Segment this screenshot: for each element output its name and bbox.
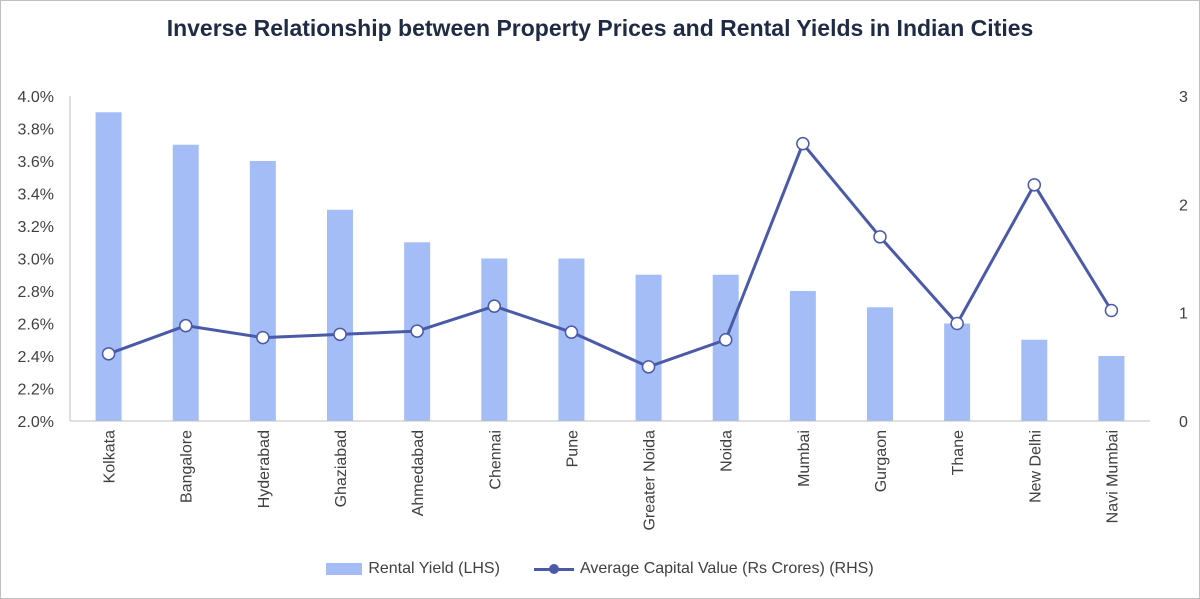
left-tick-label: 2.6% xyxy=(18,317,54,334)
x-label-mumbai: Mumbai xyxy=(796,430,813,487)
x-label-chennai: Chennai xyxy=(487,430,504,490)
x-label-ghaziabad: Ghaziabad xyxy=(333,430,350,507)
x-label-kolkata: Kolkata xyxy=(102,430,119,483)
legend-swatch-line xyxy=(533,563,574,575)
line-series xyxy=(101,136,1119,374)
right-tick-label: 2 xyxy=(1179,197,1188,214)
x-label-bangalore: Bangalore xyxy=(179,430,196,503)
left-tick-label: 2.4% xyxy=(18,349,54,366)
point-thane xyxy=(950,316,964,331)
point-ghaziabad xyxy=(333,327,347,342)
right-tick-label: 0 xyxy=(1179,414,1188,431)
bar-noida xyxy=(712,274,739,421)
bar-series xyxy=(95,112,1125,421)
x-label-pune: Pune xyxy=(564,430,581,467)
point-ahmedabad xyxy=(410,324,424,338)
point-hyderabad xyxy=(256,330,270,345)
x-label-greater-noida: Greater Noida xyxy=(642,430,659,531)
left-tick-label: 2.2% xyxy=(18,382,54,399)
x-axis-labels: Kolkata Bangalore Hyderabad Ghaziabad Ahmeda… xyxy=(102,430,1122,531)
bar-new-delhi xyxy=(1021,339,1048,421)
bar-mumbai xyxy=(789,291,816,421)
left-tick-label: 3.2% xyxy=(18,219,54,236)
point-chennai xyxy=(487,299,502,313)
bar-hyderabad xyxy=(249,161,276,421)
bar-kolkata xyxy=(95,112,122,421)
chart-title: Inverse Relationship between Property Pr… xyxy=(166,15,1034,41)
bar-gurgaon xyxy=(867,307,893,421)
bar-bangalore xyxy=(172,144,199,421)
right-tick-label: 3 xyxy=(1179,89,1188,106)
left-tick-label: 4.0% xyxy=(18,89,54,106)
bar-thane xyxy=(944,323,971,421)
legend-label-capital-value: Average Capital Value (Rs Crores) (RHS) xyxy=(579,560,874,577)
x-label-gurgaon: Gurgaon xyxy=(873,430,890,492)
point-mumbai xyxy=(796,136,810,151)
legend-label-rental-yield: Rental Yield (LHS) xyxy=(368,560,500,577)
point-bangalore xyxy=(178,318,193,333)
left-tick-label: 3.8% xyxy=(18,122,54,139)
capital-value-line xyxy=(108,142,1113,369)
chart-plot: 2.0% 2.2% 2.4% 2.6% 2.8% 3.0% 3.2% 3.4% 3.6% 3.8%… xyxy=(18,89,1188,531)
x-label-new-delhi: New Delhi xyxy=(1027,430,1044,503)
point-greater-noida xyxy=(641,360,656,374)
left-tick-label: 2.8% xyxy=(18,284,54,301)
x-label-navi-mumbai: Navi Mumbai xyxy=(1104,430,1121,523)
point-gurgaon xyxy=(873,230,887,244)
x-label-hyderabad: Hyderabad xyxy=(256,430,273,508)
left-axis-ticks: 2.0% 2.2% 2.4% 2.6% 2.8% 3.0% 3.2% 3.4% 3.6% 3.8%… xyxy=(18,89,54,431)
legend: Rental Yield (LHS) Average Capital Value… xyxy=(0,560,1200,578)
bar-chennai xyxy=(481,258,508,421)
left-tick-label: 3.6% xyxy=(18,154,54,171)
left-tick-label: 3.0% xyxy=(18,252,54,269)
legend-item-rental-yield: Rental Yield (LHS) xyxy=(326,560,500,578)
bar-navi-mumbai xyxy=(1098,356,1125,421)
bar-greater-noida xyxy=(635,274,662,421)
point-kolkata xyxy=(101,347,116,361)
left-tick-label: 3.4% xyxy=(18,187,54,204)
point-new-delhi xyxy=(1027,178,1042,192)
legend-item-capital-value: Average Capital Value (Rs Crores) (RHS) xyxy=(533,560,874,578)
x-label-noida: Noida xyxy=(719,430,736,472)
point-navi-mumbai xyxy=(1104,303,1119,318)
right-tick-label: 1 xyxy=(1179,306,1188,323)
left-tick-label: 2.0% xyxy=(18,414,54,431)
point-pune xyxy=(564,325,579,339)
axes xyxy=(69,96,1150,422)
point-noida xyxy=(718,333,733,347)
x-label-ahmedabad: Ahmedabad xyxy=(410,430,427,516)
right-axis-ticks: 0 1 2 3 xyxy=(1179,89,1188,431)
bar-ghaziabad xyxy=(327,209,353,421)
x-label-thane: Thane xyxy=(950,430,967,475)
legend-swatch-bar xyxy=(326,563,363,575)
bar-pune xyxy=(558,258,585,421)
